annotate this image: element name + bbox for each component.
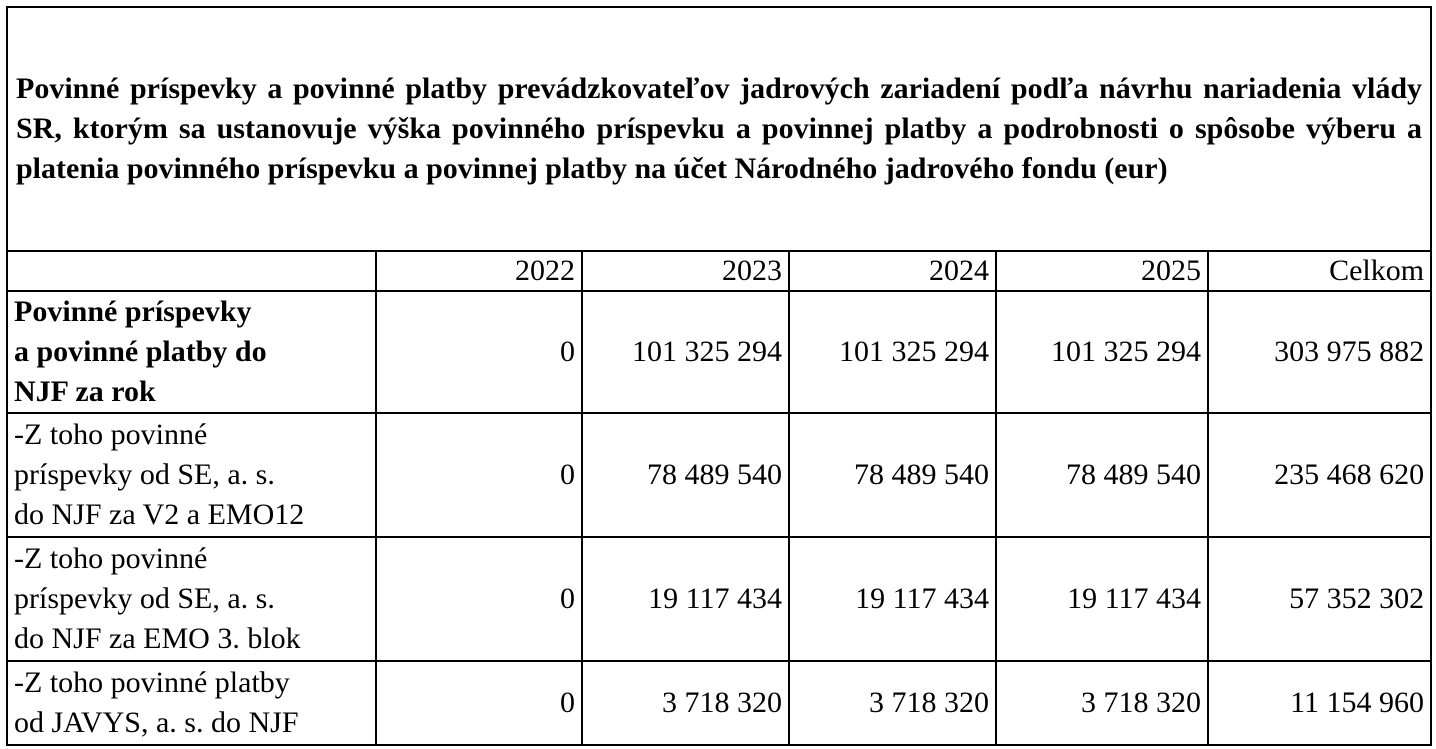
row-label-line: od JAVYS, a. s. do NJF xyxy=(14,706,299,739)
header-cell-label xyxy=(6,250,377,292)
contributions-table: Povinné príspevky a povinné platby prevá… xyxy=(5,6,1433,746)
header-cell-2022: 2022 xyxy=(375,250,583,292)
value-cell-total: 303 975 882 xyxy=(1206,290,1433,414)
header-row: 2022 2023 2024 2025 Celkom xyxy=(6,250,1433,292)
row-label: -Z toho povinné príspevky od SE, a. s. d… xyxy=(6,536,377,662)
row-label-line: príspevky od SE, a. s. xyxy=(14,582,275,615)
row-label-line: -Z toho povinné xyxy=(14,418,208,451)
value-cell-2022: 0 xyxy=(375,412,583,538)
value-cell-total: 11 154 960 xyxy=(1206,660,1433,746)
header-cell-2023: 2023 xyxy=(581,250,790,292)
row-label: Povinné príspevky a povinné platby do NJ… xyxy=(6,290,377,414)
row-label-line: -Z toho povinné platby xyxy=(14,666,290,699)
title-row: Povinné príspevky a povinné platby prevá… xyxy=(5,6,1433,252)
header-cell-2024: 2024 xyxy=(788,250,997,292)
value-cell-2023: 19 117 434 xyxy=(581,536,790,662)
value-cell-2025: 19 117 434 xyxy=(995,536,1209,662)
value-cell-total: 235 468 620 xyxy=(1206,412,1433,538)
table-row-se-emo3: -Z toho povinné príspevky od SE, a. s. d… xyxy=(6,536,1433,662)
value-cell-2025: 3 718 320 xyxy=(995,660,1209,746)
row-label-line: príspevky od SE, a. s. xyxy=(14,458,275,491)
value-cell-total: 57 352 302 xyxy=(1206,536,1433,662)
value-cell-2024: 78 489 540 xyxy=(788,412,997,538)
value-cell-2022: 0 xyxy=(375,290,583,414)
row-label-line: NJF za rok xyxy=(14,375,156,408)
value-cell-2025: 78 489 540 xyxy=(995,412,1209,538)
header-cell-total: Celkom xyxy=(1206,250,1433,292)
row-label-line: -Z toho povinné xyxy=(14,542,208,575)
value-cell-2023: 3 718 320 xyxy=(581,660,790,746)
value-cell-2024: 19 117 434 xyxy=(788,536,997,662)
value-cell-2025: 101 325 294 xyxy=(995,290,1209,414)
value-cell-2023: 101 325 294 xyxy=(581,290,790,414)
table-row-javys: -Z toho povinné platby od JAVYS, a. s. d… xyxy=(6,660,1433,746)
row-label: -Z toho povinné platby od JAVYS, a. s. d… xyxy=(6,660,377,746)
value-cell-2022: 0 xyxy=(375,660,583,746)
row-label-line: a povinné platby do xyxy=(14,335,267,368)
value-cell-2023: 78 489 540 xyxy=(581,412,790,538)
row-label-line: do NJF za EMO 3. blok xyxy=(14,622,301,655)
value-cell-2024: 3 718 320 xyxy=(788,660,997,746)
value-cell-2024: 101 325 294 xyxy=(788,290,997,414)
table-title: Povinné príspevky a povinné platby prevá… xyxy=(5,6,1433,252)
value-cell-2022: 0 xyxy=(375,536,583,662)
header-cell-2025: 2025 xyxy=(995,250,1209,292)
row-label-line: do NJF za V2 a EMO12 xyxy=(14,498,305,531)
row-label: -Z toho povinné príspevky od SE, a. s. d… xyxy=(6,412,377,538)
row-label-line: Povinné príspevky xyxy=(14,295,252,328)
table-row-total: Povinné príspevky a povinné platby do NJ… xyxy=(6,290,1433,414)
table-row-se-v2-emo12: -Z toho povinné príspevky od SE, a. s. d… xyxy=(6,412,1433,538)
